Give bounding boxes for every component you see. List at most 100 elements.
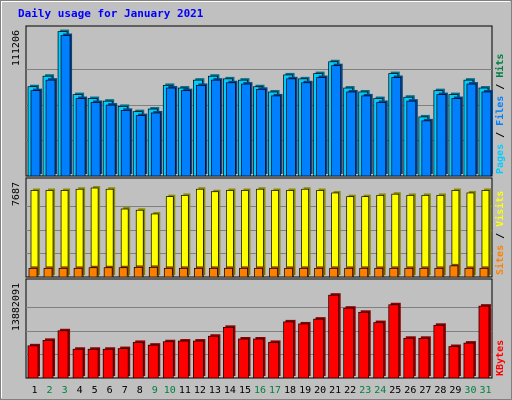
bar-files-day-16	[256, 87, 268, 177]
bar-sites-day-21	[329, 266, 340, 278]
legend-visits-sites: Sites / Visits	[494, 191, 506, 275]
bar-kbytes-day-16	[253, 336, 266, 379]
bar-face	[451, 98, 462, 177]
bar-face	[256, 188, 264, 278]
bar-face	[359, 267, 369, 278]
x-label-day-15: 15	[239, 385, 251, 396]
bar-sites-day-20	[314, 266, 325, 278]
bar-kbytes-day-5	[87, 347, 101, 379]
bar-kbytes-day-26	[403, 336, 416, 379]
bar-face	[271, 190, 279, 278]
bar-visits-day-11	[180, 193, 191, 278]
bar-kbytes-day-1	[27, 343, 40, 379]
bar-sites-day-6	[103, 265, 115, 278]
bar-face	[406, 195, 415, 278]
bar-face	[373, 322, 385, 379]
bar-face	[57, 330, 69, 379]
bar-face	[162, 341, 174, 379]
bar-face	[406, 100, 417, 177]
bar-files-day-31	[481, 89, 493, 177]
bar-face	[346, 91, 357, 177]
bar-face	[133, 267, 143, 278]
bar-face	[331, 192, 339, 278]
bar-face	[163, 267, 173, 278]
bar-files-day-24	[376, 100, 388, 177]
bar-face	[374, 267, 384, 278]
legend-part-0: KBytes	[495, 340, 506, 376]
legend-kbytes: KBytes	[495, 340, 506, 376]
x-axis-labels: 1 2 3 4 5 6 7 8 9 10 11 12 13 14 15 16 17 18 19 20 21 22 23 24 2…	[32, 385, 492, 396]
x-label-day-23: 23	[359, 385, 371, 396]
bar-face	[88, 267, 98, 278]
bar-visits-day-15	[241, 188, 251, 278]
bar-sites-day-2	[43, 266, 55, 278]
bar-face	[238, 338, 249, 379]
bar-face	[376, 102, 387, 177]
bar-files-day-14	[226, 80, 238, 177]
bar-face	[43, 267, 53, 278]
bar-face	[361, 196, 370, 278]
y-max-label-hits-files-pages: 111206	[11, 30, 22, 66]
bar-files-day-22	[346, 89, 358, 177]
bar-kbytes-day-21	[328, 293, 341, 379]
bar-face	[316, 190, 324, 278]
bar-face	[196, 85, 206, 177]
bar-sites-day-27	[419, 266, 430, 278]
bar-kbytes-day-14	[223, 325, 236, 379]
bar-files-day-7	[120, 108, 133, 177]
legend-part-0: Pages	[495, 144, 506, 174]
bar-face	[241, 190, 249, 278]
bar-face	[436, 195, 445, 278]
bar-sites-day-18	[284, 266, 295, 278]
x-label-day-5: 5	[92, 385, 98, 396]
x-label-day-27: 27	[419, 385, 431, 396]
bar-files-day-11	[180, 88, 193, 177]
bar-files-day-15	[241, 82, 253, 177]
bar-face	[283, 321, 294, 379]
legend-part-1: /	[495, 227, 506, 245]
bar-sites-day-4	[73, 266, 85, 278]
bar-face	[329, 267, 338, 278]
bar-face	[419, 267, 429, 278]
bar-kbytes-day-20	[313, 317, 326, 379]
bar-face	[301, 188, 309, 278]
bar-sites-day-10	[163, 266, 175, 278]
bar-face	[178, 267, 188, 278]
bar-kbytes-day-12	[193, 339, 206, 379]
bar-files-day-30	[466, 82, 478, 177]
bar-face	[316, 77, 326, 177]
bar-sites-day-9	[148, 265, 160, 278]
bar-face	[346, 196, 355, 278]
bar-face	[299, 267, 308, 278]
x-label-day-22: 22	[344, 385, 356, 396]
x-label-day-8: 8	[137, 385, 143, 396]
bar-face	[269, 267, 278, 278]
bar-sites-day-24	[374, 266, 385, 278]
x-label-day-30: 30	[464, 385, 476, 396]
bar-visits-day-31	[481, 188, 491, 278]
bar-visits-day-21	[331, 190, 341, 278]
bar-visits-day-4	[75, 187, 86, 278]
bar-face	[254, 267, 263, 278]
bar-face	[239, 267, 248, 278]
bar-face	[180, 90, 191, 177]
bar-face	[30, 190, 39, 278]
bar-sites-day-29	[449, 263, 460, 278]
bar-visits-day-14	[226, 188, 236, 278]
legend-part-2: Visits	[494, 191, 506, 227]
bar-face	[464, 267, 474, 278]
bar-kbytes-day-7	[117, 346, 131, 379]
bar-files-day-3	[60, 33, 73, 177]
bar-kbytes-day-6	[102, 347, 116, 379]
bar-visits-day-12	[196, 187, 206, 278]
bar-face	[434, 267, 444, 278]
bar-face	[42, 340, 54, 379]
x-label-day-31: 31	[479, 385, 491, 396]
x-label-day-6: 6	[107, 385, 113, 396]
bar-face	[30, 90, 41, 177]
bar-sites-day-1	[28, 266, 39, 278]
bar-face	[403, 337, 415, 379]
bar-face	[208, 335, 219, 379]
